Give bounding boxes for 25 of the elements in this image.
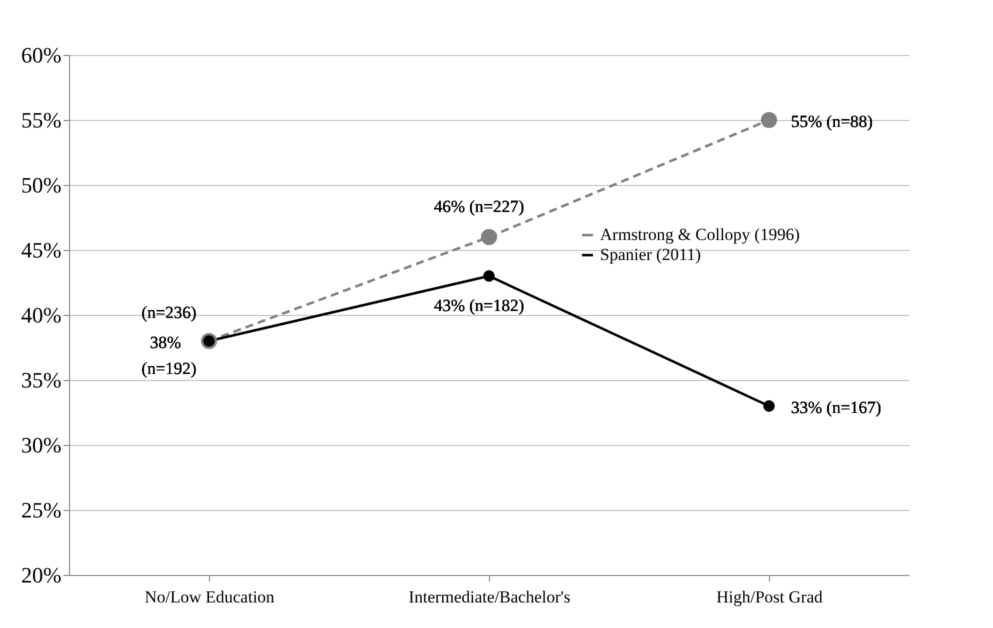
x-tick-label: High/Post Grad <box>716 588 824 606</box>
y-tick-label: 40% <box>21 302 62 328</box>
y-tick-label: 25% <box>21 498 62 522</box>
annotation: (n=192) <box>142 359 196 378</box>
point <box>483 270 495 282</box>
y-tick-label: 50% <box>21 172 62 198</box>
annotation: 43% (n=182) <box>434 296 524 315</box>
y-tick-label: 20% <box>21 562 62 588</box>
x-tick-label: No/Low Education <box>144 588 275 606</box>
legend-label: Spanier (2011) <box>600 245 701 264</box>
y-tick-label: 30% <box>21 432 62 458</box>
y-tick-label: 55% <box>21 108 62 132</box>
x-tick-label: Intermediate/Bachelor's <box>408 588 570 606</box>
annotation: 33% (n=167) <box>791 398 882 417</box>
y-tick-label: 35% <box>21 368 62 392</box>
annotation: 46% (n=227) <box>434 197 524 216</box>
annotation: 38% <box>150 333 181 352</box>
annotation: (n=236) <box>142 303 196 322</box>
point <box>480 228 498 246</box>
y-tick-label: 60% <box>21 42 62 68</box>
annotation: 55% (n=88) <box>791 112 873 131</box>
point <box>760 112 778 128</box>
point <box>763 400 775 412</box>
y-tick-label: 45% <box>21 238 62 262</box>
legend-label: Armstrong & Collopy (1996) <box>600 225 800 244</box>
